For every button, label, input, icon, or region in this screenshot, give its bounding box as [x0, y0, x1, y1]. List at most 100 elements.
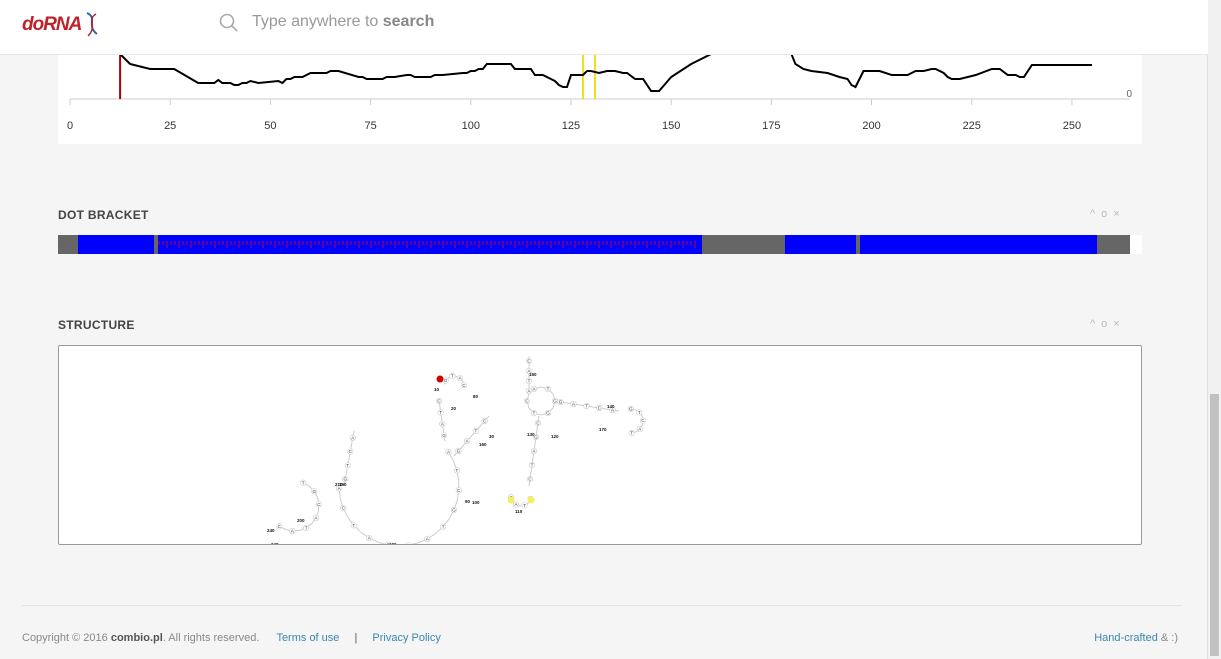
structure-controls: ^ o × [1084, 318, 1120, 330]
bracket-char [334, 241, 336, 248]
bracket-char [650, 241, 652, 245]
bracket-char [346, 241, 348, 248]
dorna-logo[interactable]: doRNA [22, 12, 102, 38]
settings-icon[interactable]: o [1101, 318, 1108, 330]
dot-bracket-segment [856, 235, 860, 254]
bracket-char [302, 241, 304, 245]
nucleotide-label: C [278, 524, 282, 529]
bracket-char [458, 241, 460, 245]
close-icon[interactable]: × [1113, 318, 1120, 330]
index-label: 180 [389, 542, 397, 544]
nucleotide-node [336, 485, 343, 492]
bracket-char [694, 241, 696, 248]
bracket-char [262, 241, 264, 248]
dot-bracket-bar[interactable] [58, 235, 1142, 254]
close-icon[interactable]: × [1113, 208, 1120, 220]
bracket-char [622, 241, 624, 248]
nucleotide-node [628, 429, 635, 437]
structure-title: STRUCTURE [58, 318, 135, 332]
bracket-char [602, 241, 604, 245]
bracket-char [362, 241, 364, 245]
bracket-char [230, 241, 232, 245]
bracket-char [266, 241, 268, 245]
nucleotide-label: G [629, 407, 633, 412]
nucleotide-node [525, 377, 533, 385]
nucleotide-label: C [406, 543, 410, 544]
nucleotide-node [312, 514, 319, 522]
page-scrollbar[interactable] [1207, 0, 1221, 659]
nucleotide-node [276, 523, 283, 530]
selected-nucleotide-red [436, 375, 444, 383]
bracket-char [606, 241, 608, 245]
nucleotide-label: G [312, 489, 316, 494]
bracket-char [222, 241, 224, 245]
bracket-char [282, 241, 284, 245]
bracket-char [426, 241, 428, 245]
bracket-char [498, 241, 500, 245]
bracket-char [254, 241, 256, 245]
privacy-link[interactable]: Privacy Policy [372, 632, 441, 644]
settings-icon[interactable]: o [1101, 208, 1108, 220]
bracket-char [478, 241, 480, 248]
logo-helix-icon [86, 12, 98, 37]
x-tick-label: 200 [862, 120, 880, 132]
index-label: 150 [529, 372, 537, 377]
nucleotide-label: C [342, 506, 346, 511]
nucleotide-label: C [527, 359, 531, 364]
nucleotide-node [455, 447, 462, 455]
collapse-icon[interactable]: ^ [1090, 318, 1096, 330]
search-input[interactable]: Type anywhere to search [252, 13, 434, 31]
index-label: 140 [607, 404, 615, 409]
nucleotide-label: T [352, 523, 355, 528]
bracket-char [462, 241, 464, 245]
dot-bracket-svg [58, 235, 1130, 254]
bracket-char [358, 241, 360, 248]
search-icon[interactable] [219, 13, 239, 33]
bracket-char [210, 241, 212, 245]
nucleotide-node [435, 397, 443, 405]
bracket-char [450, 241, 452, 245]
x-tick-label: 250 [1063, 120, 1081, 132]
nucleotide-node [450, 506, 458, 513]
bracket-char [310, 241, 312, 248]
nucleotide-label: C [536, 421, 540, 426]
nucleotide-label: T [547, 387, 550, 392]
bracket-char [658, 241, 660, 248]
nucleotide-label: T [302, 480, 305, 485]
bracket-char [306, 241, 308, 245]
handcrafted-note: Hand-crafted & :) [1094, 632, 1178, 644]
bracket-char [378, 241, 380, 245]
index-label: 190 [339, 482, 347, 487]
nucleotide-node [523, 397, 531, 405]
bracket-char [538, 241, 540, 248]
nucleotide-node [532, 433, 540, 441]
collapse-icon[interactable]: ^ [1090, 208, 1096, 220]
nucleotide-node [440, 523, 447, 530]
nucleotide-label: T [475, 429, 478, 434]
rna-structure-svg[interactable]: ATCGTACGATCAGTCATGCATACGATCGTACGATCAGTCA… [59, 346, 1141, 544]
bracket-char [518, 241, 520, 245]
nucleotide-label: A [368, 536, 371, 541]
bracket-char [206, 241, 208, 245]
bracket-char [166, 241, 168, 248]
index-label: 90 [465, 499, 471, 504]
structure-viewer[interactable]: ATCGTACGATCAGTCATGCATACGATCGTACGATCAGTCA… [58, 345, 1142, 545]
nucleotide-label: T [439, 410, 442, 415]
bracket-char [638, 241, 640, 245]
nucleotide-node [609, 406, 616, 414]
dot-bracket-segment [58, 235, 78, 254]
nucleotide-label: T [305, 526, 308, 531]
scrollbar-thumb[interactable] [1210, 394, 1219, 656]
x-tick-label: 75 [364, 120, 376, 132]
bracket-char [326, 241, 328, 245]
nucleotide-node [570, 400, 577, 408]
terms-link[interactable]: Terms of use [276, 632, 340, 644]
handcrafted-link[interactable]: Hand-crafted [1094, 632, 1158, 644]
index-label: 210 [335, 482, 343, 487]
bracket-char [214, 241, 216, 248]
bracket-char [586, 241, 588, 248]
nucleotide-node [596, 404, 603, 412]
top-bar: doRNA Type anywhere to search [0, 0, 1208, 55]
bracket-char [598, 241, 600, 248]
dot-bracket-segment [860, 235, 1097, 254]
